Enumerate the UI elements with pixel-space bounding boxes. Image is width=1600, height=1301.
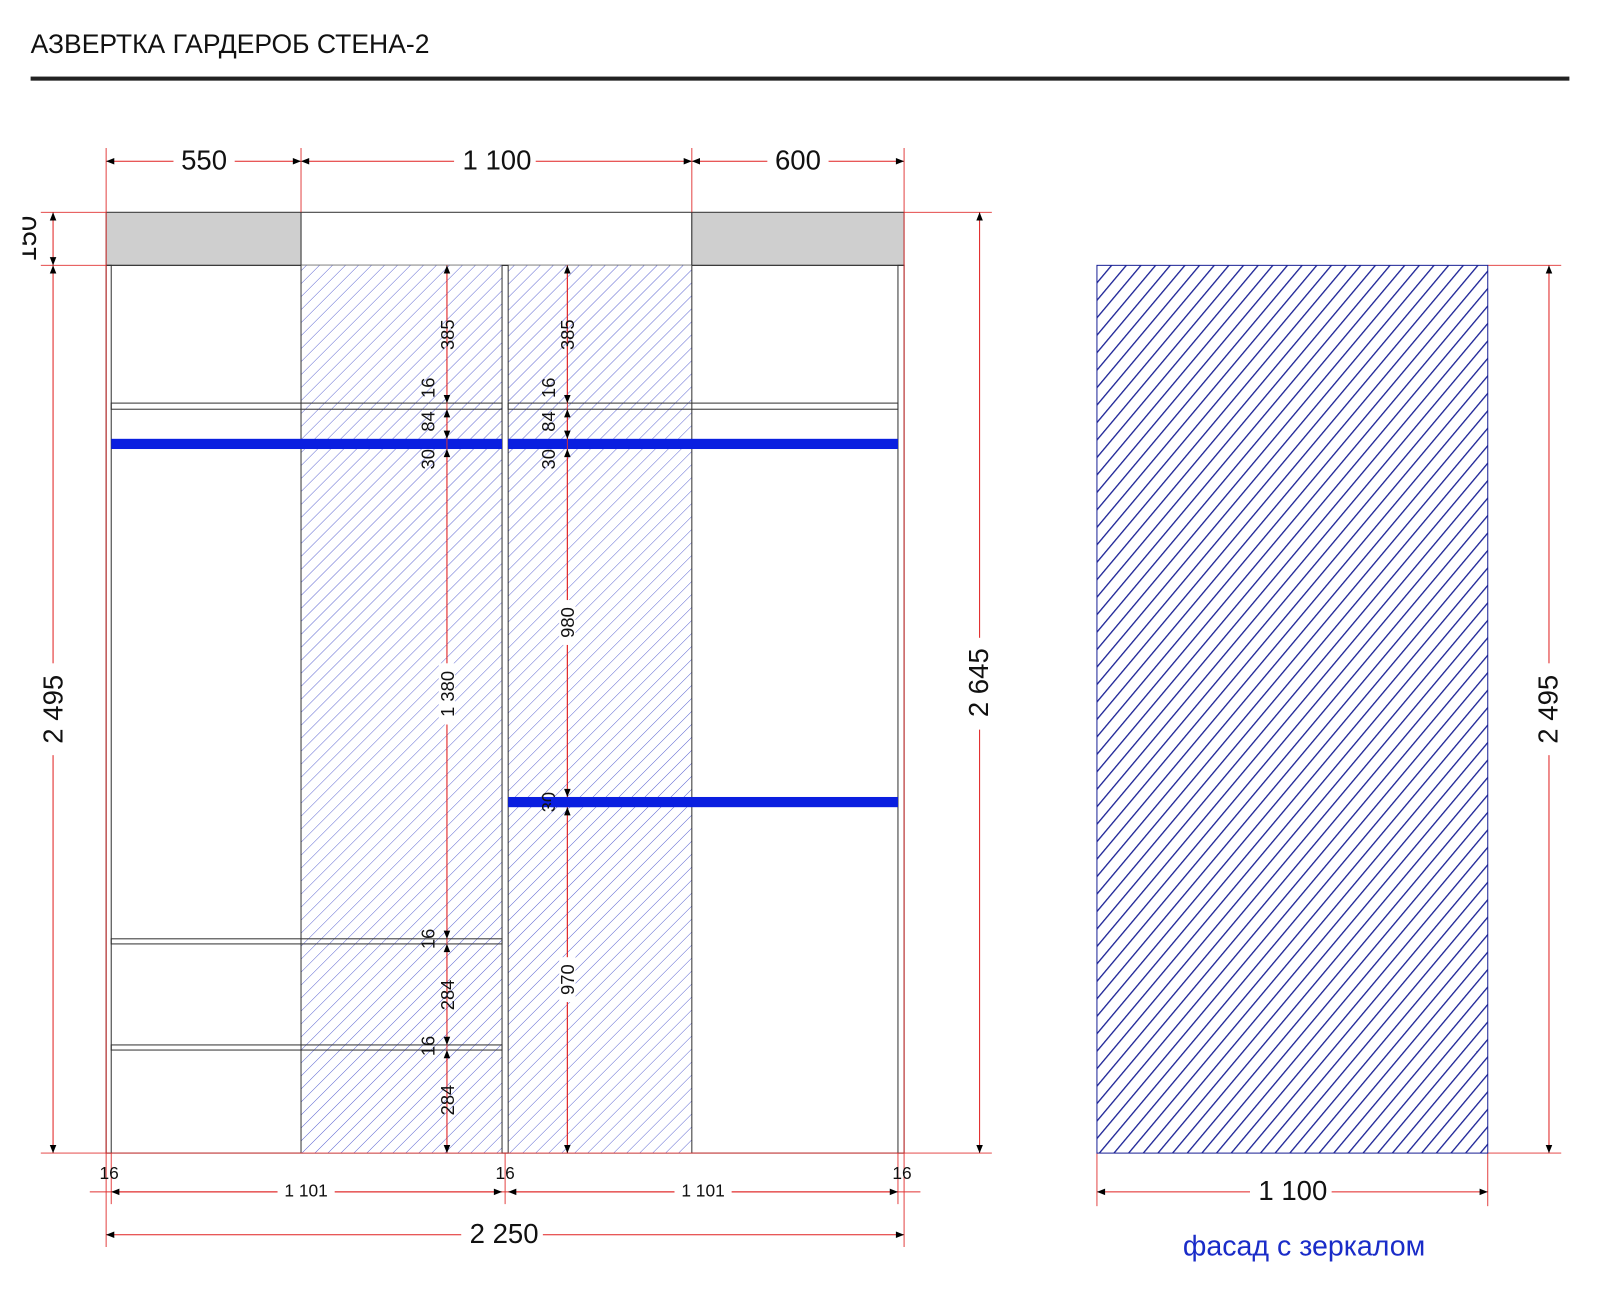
facade: 2 495 1 100 фасад с зеркалом xyxy=(1096,264,1565,1263)
dim-label: 284 xyxy=(437,980,458,1011)
shelf xyxy=(110,402,503,410)
label-bg xyxy=(277,1181,335,1203)
label-bg xyxy=(438,663,456,725)
crop-mask xyxy=(0,204,23,276)
dim-label: 16 xyxy=(417,1036,438,1056)
label-bg xyxy=(559,957,576,1003)
shelf xyxy=(110,1044,503,1051)
inner-dims-2: 385 16 84 30 980 30 970 xyxy=(538,265,582,1154)
shelf xyxy=(110,938,503,945)
title: АЗВЕРТКА ГАРДЕРОБ СТЕНА-2 xyxy=(31,29,430,59)
dim-label: 16 xyxy=(495,1163,514,1183)
dim-label: 30 xyxy=(417,449,438,469)
title-rule xyxy=(30,76,1570,81)
dim-label: 385 xyxy=(557,319,578,350)
dim-label: 2 495 xyxy=(1532,675,1563,744)
dim-label: 980 xyxy=(557,607,578,638)
dim-label: 84 xyxy=(538,411,559,431)
label-bg xyxy=(1533,663,1565,756)
door-hatch xyxy=(301,265,503,1154)
dim-label: 30 xyxy=(538,449,559,469)
dim-label: 284 xyxy=(437,1085,458,1116)
caption: фасад с зеркалом xyxy=(1183,1231,1425,1263)
dim-label: 16 xyxy=(417,929,438,949)
label-bg xyxy=(559,600,576,645)
shelf xyxy=(507,402,899,410)
dim-label: 1 101 xyxy=(284,1180,327,1200)
side-panel xyxy=(897,264,905,1154)
label-bg xyxy=(767,144,829,178)
door-hatch xyxy=(508,265,692,1154)
top-panel xyxy=(106,212,302,266)
dim-label: 2 495 xyxy=(37,675,68,744)
side-panel xyxy=(105,264,112,1154)
dim-label: 84 xyxy=(417,411,438,431)
dim-label: 2 645 xyxy=(963,648,994,717)
top-panel xyxy=(691,212,905,266)
wardrobe-body xyxy=(105,264,905,1154)
dim-label: 1 380 xyxy=(437,671,458,717)
label-bg xyxy=(1250,1175,1332,1209)
dim-label: 1 100 xyxy=(462,145,531,176)
dim-label: 385 xyxy=(437,319,458,350)
inner-dims-1: 385 16 84 30 1 380 16 284 16 284 xyxy=(417,265,458,1154)
dim-label: 550 xyxy=(181,145,227,176)
label-bg xyxy=(454,144,536,178)
dim-label: 600 xyxy=(775,145,821,176)
top-panel-red xyxy=(300,211,693,266)
mid-panel xyxy=(501,264,509,1154)
rail xyxy=(111,438,503,450)
rail xyxy=(551,796,582,808)
label-bg xyxy=(38,663,70,756)
dim-label: 16 xyxy=(100,1163,119,1183)
dim-label: 1 100 xyxy=(1258,1175,1327,1206)
top-bar xyxy=(105,211,905,266)
label-bg xyxy=(461,1218,543,1252)
dim-label: 1 101 xyxy=(681,1180,724,1200)
dim-label: 16 xyxy=(538,378,559,398)
dim-label: 16 xyxy=(417,378,438,398)
dim-label: 2 250 xyxy=(470,1218,539,1249)
rail xyxy=(508,438,898,450)
dim-label: 30 xyxy=(538,792,559,812)
label-bg xyxy=(674,1181,732,1203)
label-bg xyxy=(173,144,235,178)
mirror-panel xyxy=(1096,264,1489,1154)
rail xyxy=(508,796,898,808)
carcass xyxy=(105,264,905,1154)
dim-label: 970 xyxy=(557,964,578,995)
label-bg xyxy=(964,637,995,730)
dim-label: 16 xyxy=(892,1163,911,1183)
